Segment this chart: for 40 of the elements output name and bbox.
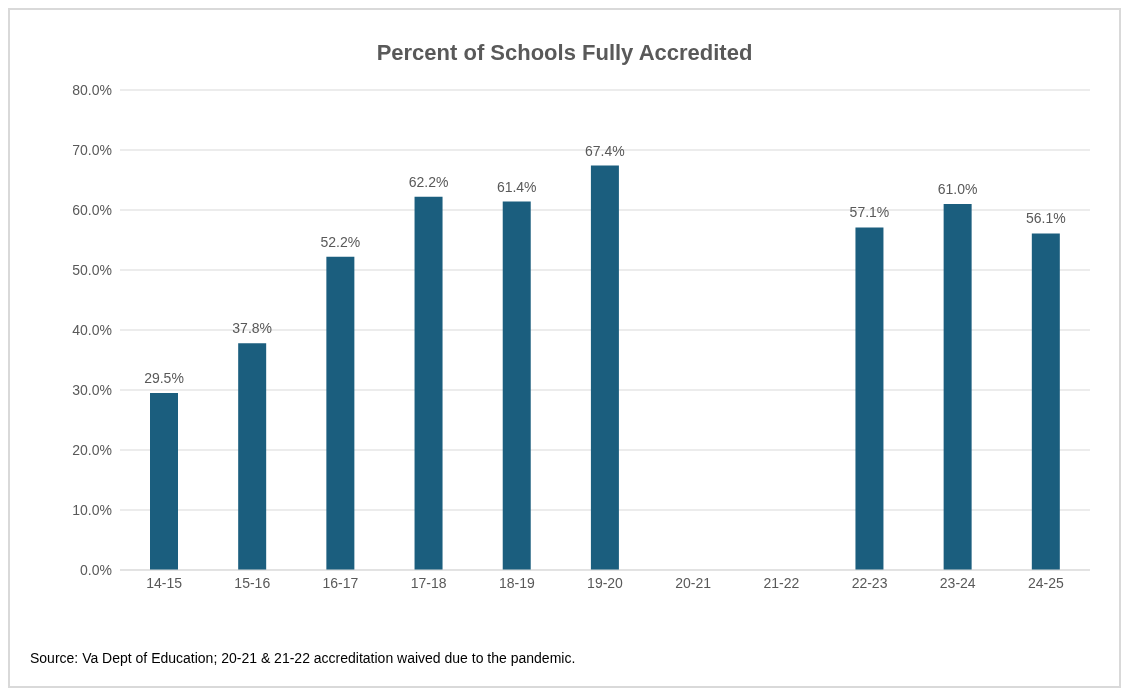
data-label: 61.4%	[496, 178, 537, 195]
bar	[326, 256, 355, 570]
x-tick-label: 16-17	[322, 574, 359, 591]
data-label: 56.1%	[1025, 210, 1066, 227]
x-tick-label: 22-23	[851, 574, 888, 591]
y-tick-label: 50.0%	[72, 261, 112, 278]
bar	[414, 196, 443, 570]
data-label: 62.2%	[408, 173, 449, 190]
data-label: 52.2%	[320, 233, 361, 250]
x-tick-label: 17-18	[410, 574, 447, 591]
y-tick-label: 20.0%	[72, 441, 112, 458]
source-note: Source: Va Dept of Education; 20-21 & 21-22 accreditation waived due to the pandemic.	[30, 650, 576, 666]
data-label: 57.1%	[849, 204, 890, 221]
bar	[1031, 233, 1060, 570]
y-tick-label: 30.0%	[72, 381, 112, 398]
y-tick-label: 70.0%	[72, 141, 112, 158]
y-tick-label: 80.0%	[72, 81, 112, 98]
bar	[855, 227, 884, 570]
y-tick-label: 0.0%	[80, 561, 112, 578]
bar	[238, 343, 267, 570]
bar	[943, 204, 972, 570]
bar	[502, 201, 531, 570]
data-label: 29.5%	[144, 370, 184, 386]
x-tick-label: 24-25	[1028, 574, 1065, 591]
x-tick-label: 20-21	[675, 574, 712, 591]
chart-title: Percent of Schools Fully Accredited	[375, 40, 754, 66]
x-tick-label: 18-19	[498, 574, 535, 591]
x-tick-label: 23-24	[939, 574, 976, 591]
bar	[590, 165, 619, 570]
x-tick-label: 19-20	[587, 574, 624, 591]
data-label: 67.4%	[585, 142, 625, 159]
x-tick-label: 21-22	[763, 574, 800, 591]
bar	[150, 393, 178, 570]
y-tick-label: 10.0%	[72, 501, 112, 518]
x-tick-label: 15-16	[234, 574, 271, 591]
x-tick-label: 14-15	[146, 574, 183, 591]
y-tick-label: 40.0%	[72, 321, 112, 338]
data-label: 61.0%	[937, 181, 978, 197]
y-tick-label: 60.0%	[72, 201, 112, 218]
data-label: 37.8%	[232, 320, 273, 337]
